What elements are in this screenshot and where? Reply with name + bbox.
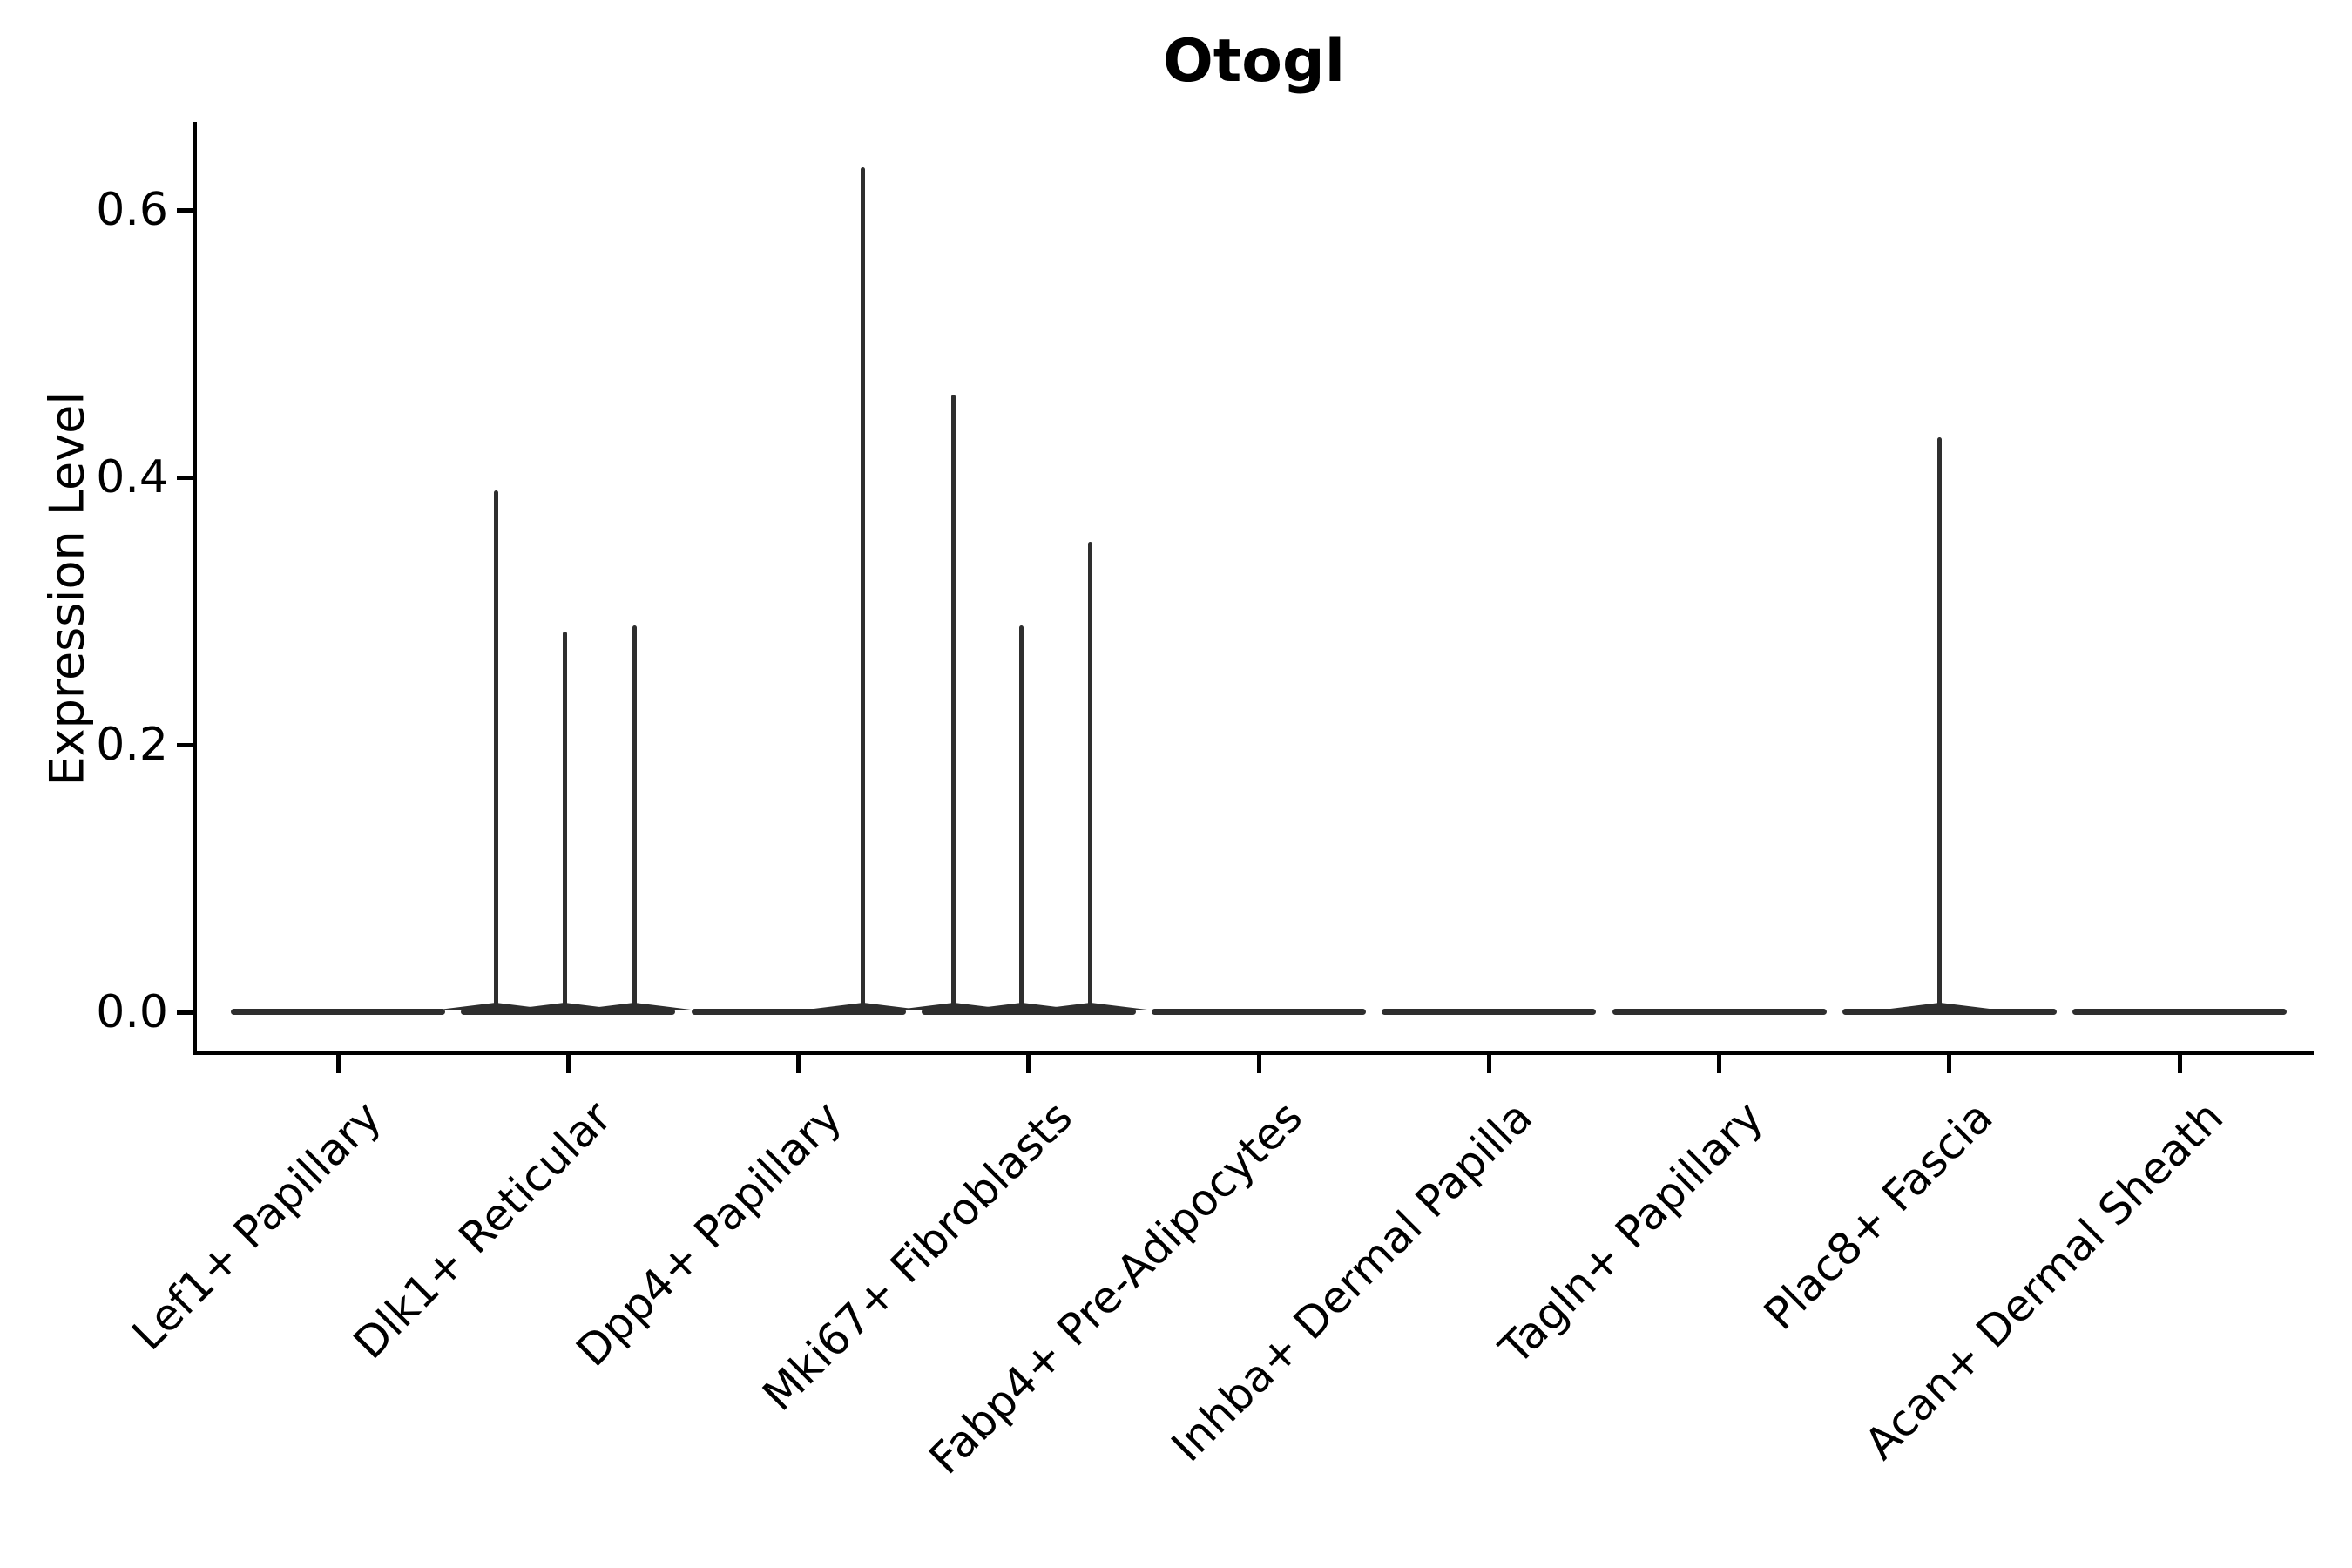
x-tick-mark — [565, 1052, 571, 1073]
violin-peak-spike — [951, 394, 956, 1015]
y-tick-mark — [177, 207, 193, 213]
violin-peak-spike — [632, 625, 637, 1015]
x-tick-mark — [335, 1052, 341, 1073]
x-tick-mark — [1717, 1052, 1721, 1073]
violin-body — [231, 1009, 445, 1015]
y-tick-mark — [177, 1010, 193, 1015]
violin-body — [1382, 1009, 1597, 1015]
y-tick-label: 0.0 — [96, 986, 168, 1038]
chart-title: Otogl — [1162, 27, 1345, 96]
violin-peak-spike — [1937, 436, 1943, 1015]
x-tick-mark — [1256, 1052, 1261, 1073]
y-tick-label: 0.6 — [96, 184, 168, 236]
x-axis-label: Lef1+ Papillary — [122, 1092, 392, 1361]
y-tick-label: 0.2 — [96, 719, 168, 771]
x-tick-mark — [1947, 1052, 1952, 1073]
x-tick-mark — [1026, 1052, 1031, 1073]
violin-body — [1152, 1009, 1366, 1015]
y-axis-line — [193, 122, 197, 1055]
violin-peak-spike — [861, 166, 865, 1015]
violin-peak-spike — [1019, 625, 1024, 1015]
x-tick-mark — [2177, 1052, 2182, 1073]
y-tick-mark — [177, 742, 193, 747]
x-tick-mark — [796, 1052, 801, 1073]
y-tick-mark — [177, 475, 193, 480]
y-tick-label: 0.4 — [96, 451, 168, 504]
violin-peak-spike — [1088, 541, 1093, 1015]
violin-body — [2072, 1009, 2287, 1015]
x-axis-line — [193, 1051, 2314, 1055]
x-axis-label: Plac8+ Fascia — [1754, 1092, 2003, 1340]
violin-body — [461, 1009, 676, 1015]
violin-body — [1842, 1009, 2057, 1015]
x-axis-label: Fabp4+ Pre-Adipocytes — [919, 1092, 1313, 1484]
violin-body — [691, 1009, 906, 1015]
violin-peak-spike — [562, 631, 567, 1015]
x-tick-mark — [1486, 1052, 1491, 1073]
violin-body — [921, 1009, 1136, 1015]
violin-peak-spike — [493, 490, 498, 1015]
violin-body — [1612, 1009, 1827, 1015]
